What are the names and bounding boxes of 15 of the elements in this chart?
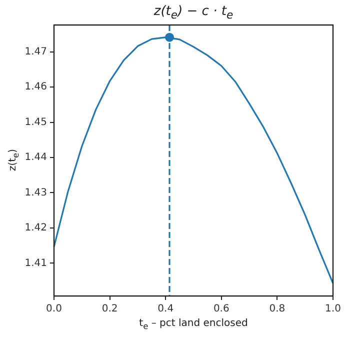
chart-title: z(t$_{e}$) − c · t$_{e}$: [152, 4, 234, 22]
y-tick-label: 1.46: [24, 82, 47, 93]
y-tick-label: 1.45: [24, 116, 47, 128]
x-tick-label: 1.0: [325, 304, 341, 315]
x-axis-title: t$_{e}$ – pct land enclosed: [138, 318, 249, 331]
y-tick-label: 1.43: [24, 187, 47, 198]
x-tick-label: 0.4: [158, 304, 174, 315]
x-tick-label: 0.0: [46, 304, 62, 315]
x-tick-label: 0.6: [213, 304, 230, 315]
y-tick-label: 1.47: [24, 46, 47, 58]
x-tick-label: 0.8: [269, 304, 286, 315]
y-tick-label: 1.41: [24, 258, 47, 269]
x-tick-label: 0.2: [102, 304, 118, 315]
y-tick-label: 1.42: [24, 222, 47, 234]
y-tick-label: 1.44: [24, 152, 47, 164]
